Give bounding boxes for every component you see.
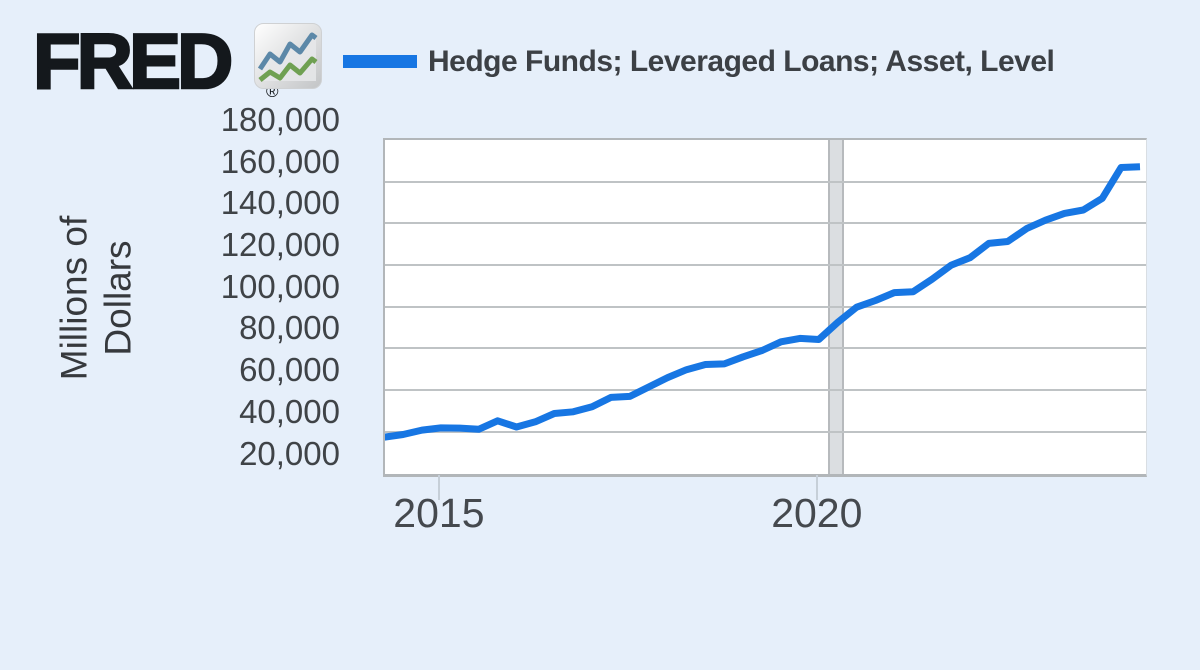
plot-area [383,138,1147,477]
y-tick-label: 40,000 [239,392,340,430]
x-tick-label: 2020 [771,490,863,536]
y-grid-line [385,180,1146,183]
series-line [385,163,1141,441]
legend-series-label: Hedge Funds; Leveraged Loans; Asset, Lev… [428,45,1055,78]
y-tick-label: 20,000 [239,434,340,472]
x-tick-label: 2015 [393,490,485,536]
y-grid-line [385,430,1146,433]
x-tick-mark [437,474,440,500]
y-tick-label: 180,000 [220,101,340,138]
y-tick-label: 60,000 [239,351,340,389]
y-grid-line [385,389,1146,392]
y-tick-label: 120,000 [220,226,340,264]
x-tick-mark [815,474,818,500]
y-tick-label: 160,000 [220,142,340,180]
y-grid-line [385,305,1146,308]
chart-canvas [385,163,1141,441]
legend-line-swatch [343,55,417,68]
fred-sparkline-icon [254,23,322,89]
y-grid-line [385,222,1146,225]
fred-logo-text: FRED [32,16,235,107]
y-tick-label: 100,000 [220,267,340,305]
y-grid-line [385,264,1146,267]
y-tick-label: 80,000 [239,309,340,347]
y-tick-label: 140,000 [220,184,340,222]
fred-logo: FRED ® [32,16,279,107]
